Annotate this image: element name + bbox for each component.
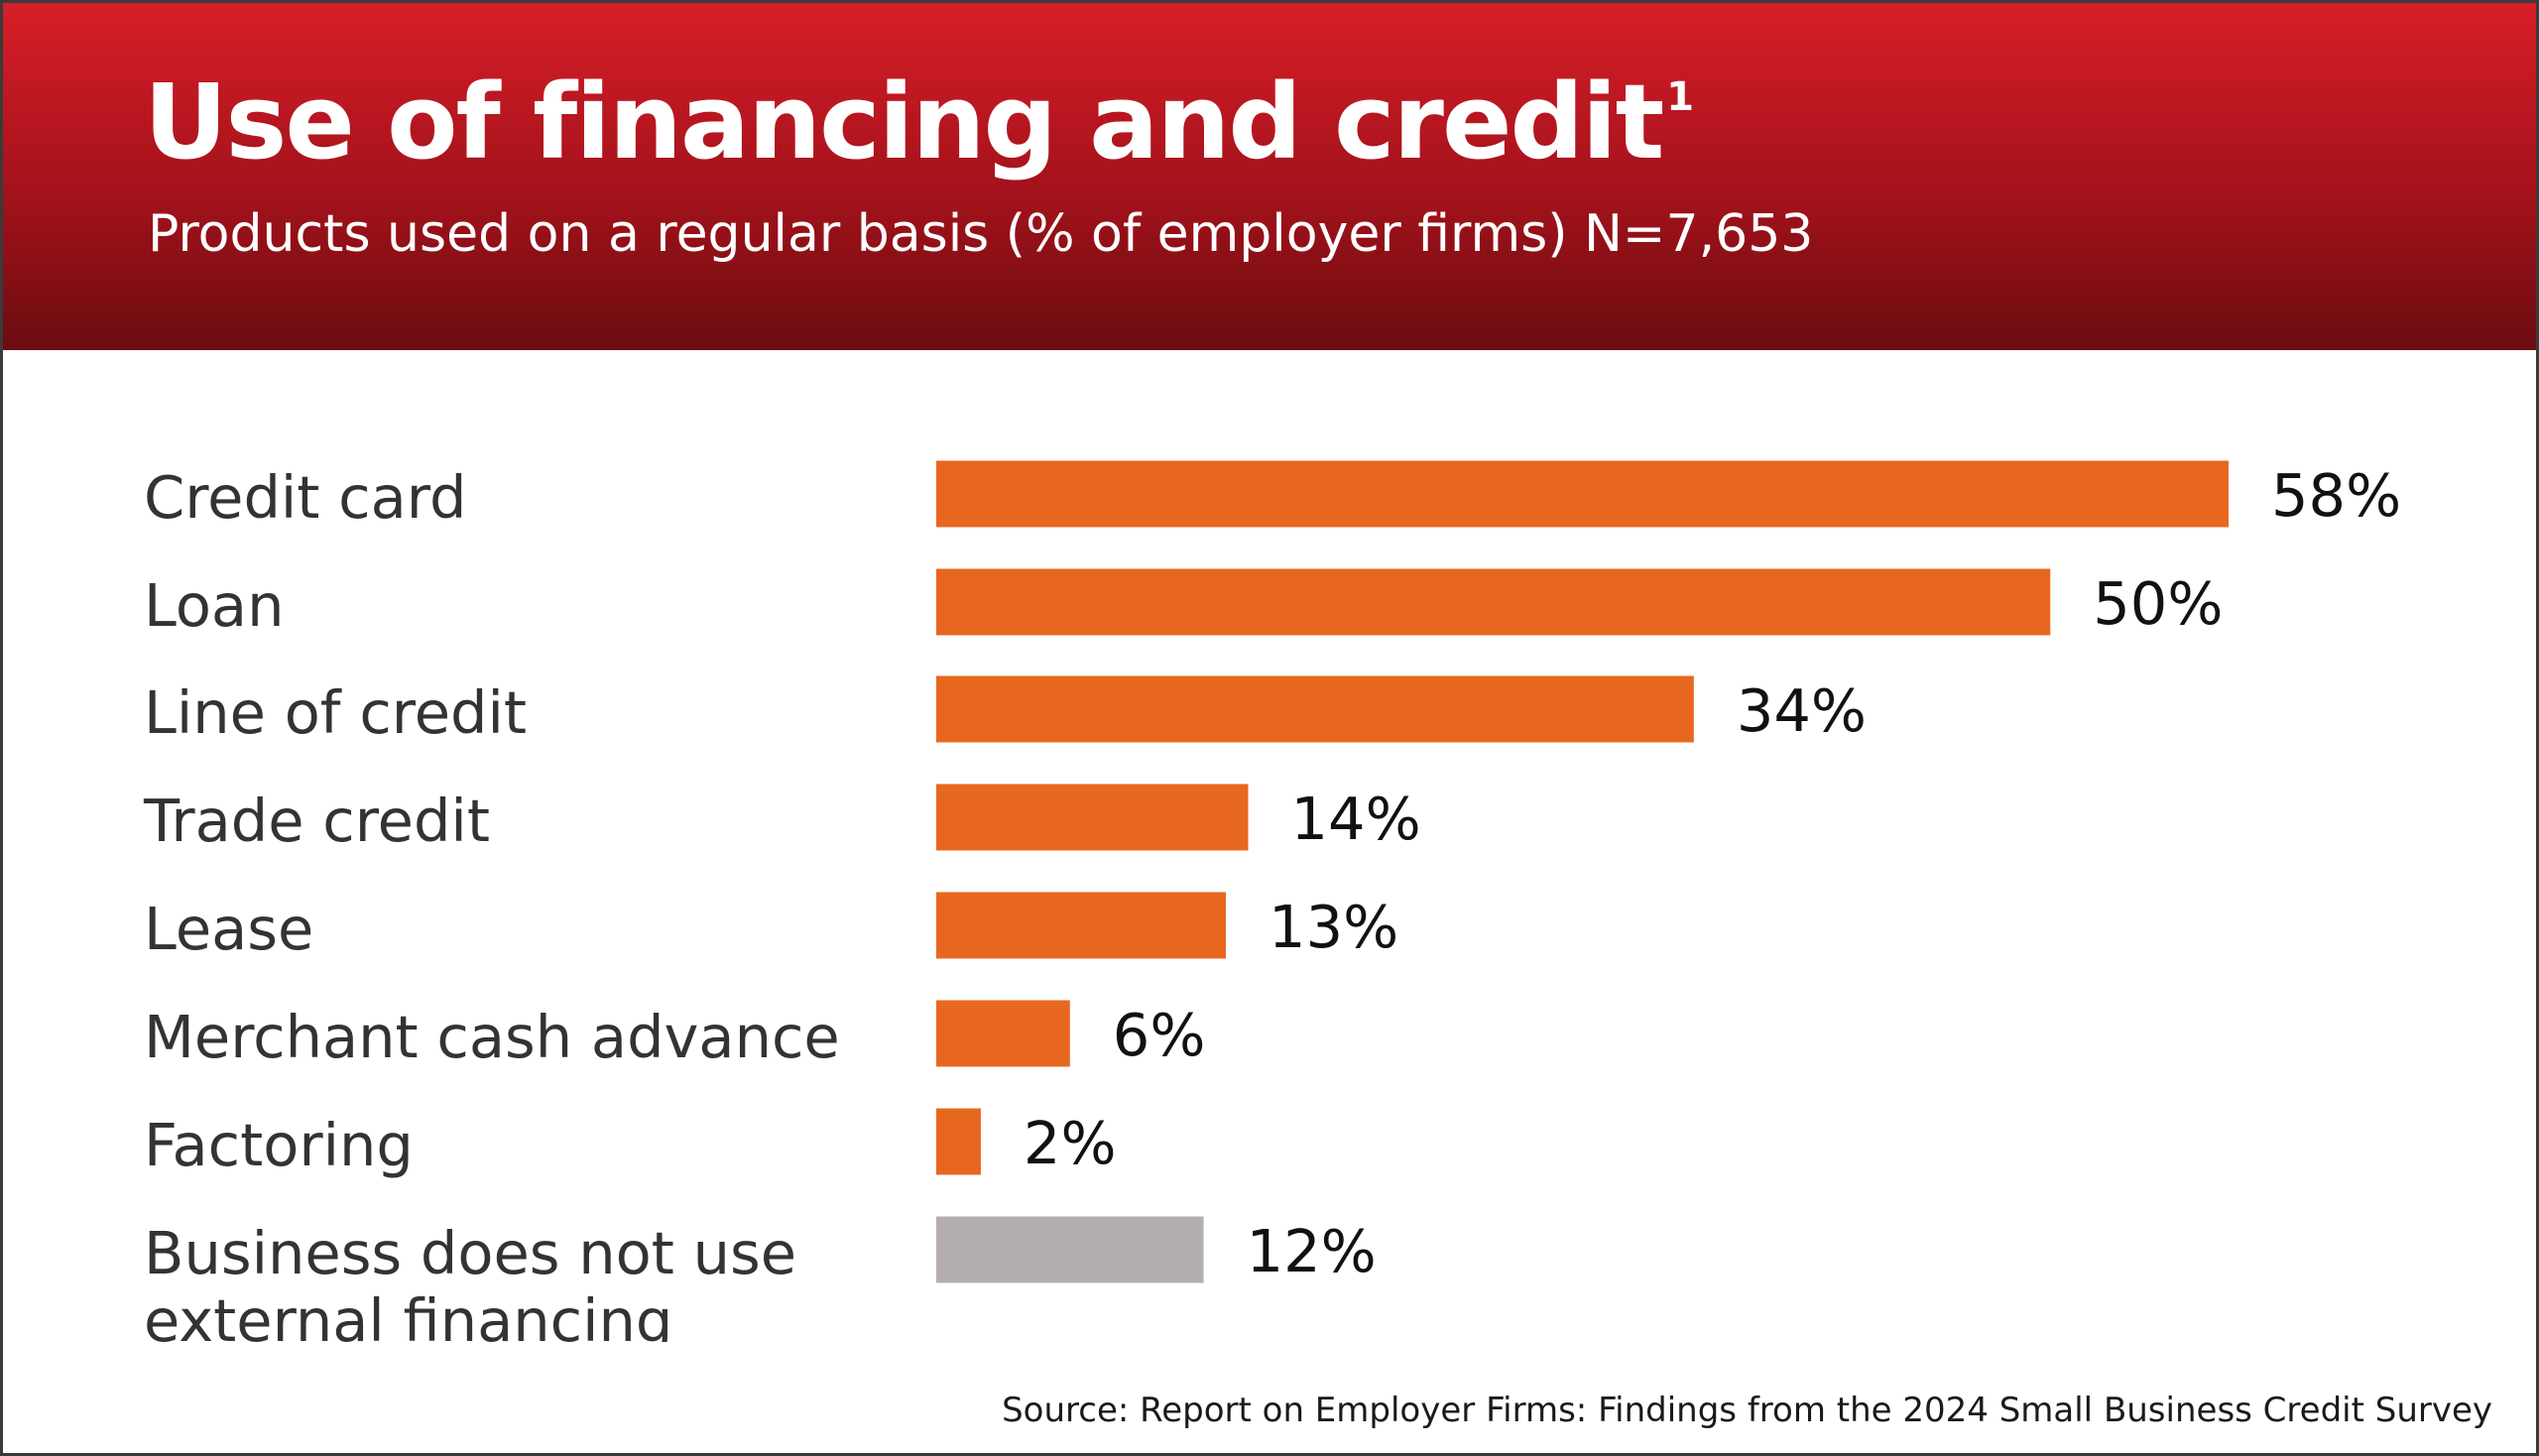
bar-trade-credit: [936, 784, 1249, 851]
value-label-factoring: 2%: [1024, 1109, 1117, 1177]
bar-credit-card: [936, 460, 2229, 528]
value-label-credit-card: 58%: [2271, 461, 2401, 530]
bar-chart: 58% Credit card 50% Loan 34% Line of credit 14…: [143, 460, 2401, 1342]
category-label-line-of-credit: Line of credit: [144, 678, 527, 747]
bar-lease: [936, 892, 1227, 959]
source-note: Source: Report on Employer Firms: Findin…: [1002, 1391, 2492, 1430]
bar-factoring: [936, 1108, 981, 1175]
category-label-merchant-cash-advance: Merchant cash advance: [144, 1003, 840, 1071]
chart-title: Use of financing and credit 1: [144, 61, 1694, 184]
value-label-merchant-cash-advance: 6%: [1113, 1001, 1206, 1069]
value-label-trade-credit: 14%: [1291, 785, 1421, 853]
value-label-line-of-credit: 34%: [1737, 676, 1867, 745]
category-label-trade-credit: Trade credit: [143, 787, 490, 855]
value-label-loan: 50%: [2093, 569, 2223, 638]
category-label-loan: Loan: [144, 571, 284, 640]
chart-subtitle: Products used on a regular basis (% of e…: [148, 204, 1814, 264]
title-footnote-marker: 1: [1666, 74, 1695, 120]
bar-business-does-not-use-external-financing: [936, 1216, 1204, 1283]
chart-title-text: Use of financing and credit: [144, 61, 1664, 182]
category-label-credit-card: Credit card: [144, 463, 466, 532]
category-label-factoring: Factoring: [144, 1111, 414, 1179]
bar-merchant-cash-advance: [936, 1000, 1070, 1067]
category-label-business-does-not-use-external-financing: Business does not use external financing: [144, 1219, 796, 1342]
bar-line-of-credit: [936, 675, 1694, 743]
value-label-lease: 13%: [1269, 893, 1398, 961]
value-label-business-does-not-use-external-financing: 12%: [1247, 1217, 1377, 1285]
bar-loan: [936, 568, 2051, 636]
header-banner: Use of financing and credit 1 Products us…: [3, 3, 2536, 350]
category-label-lease: Lease: [144, 895, 313, 963]
